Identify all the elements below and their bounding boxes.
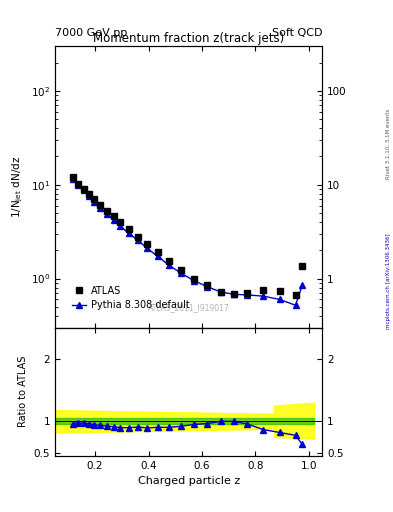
Legend: ATLAS, Pythia 8.308 default: ATLAS, Pythia 8.308 default (68, 282, 194, 314)
Pythia 8.308 default (145, 245, 150, 251)
ATLAS (86, 191, 91, 198)
ATLAS (156, 249, 160, 255)
Pythia 8.308 default (105, 211, 110, 217)
ATLAS (232, 291, 237, 297)
Pythia 8.308 default (136, 238, 140, 244)
ATLAS (300, 263, 305, 269)
Title: Momentum fraction z(track jets): Momentum fraction z(track jets) (93, 32, 284, 45)
ATLAS (293, 292, 298, 298)
Text: ATLAS_2011_I919017: ATLAS_2011_I919017 (148, 304, 230, 312)
ATLAS (118, 219, 123, 225)
Pythia 8.308 default (118, 223, 123, 229)
Pythia 8.308 default (92, 199, 97, 205)
ATLAS (81, 186, 86, 192)
Pythia 8.308 default (192, 278, 196, 284)
Pythia 8.308 default (156, 253, 160, 260)
Pythia 8.308 default (245, 292, 250, 298)
Pythia 8.308 default (261, 293, 266, 299)
X-axis label: Charged particle z: Charged particle z (138, 476, 240, 486)
ATLAS (112, 214, 116, 220)
ATLAS (277, 288, 282, 294)
ATLAS (245, 290, 250, 296)
Y-axis label: 1/N$_\mathregular{jet}$ dN/dz: 1/N$_\mathregular{jet}$ dN/dz (11, 156, 25, 218)
Text: Rivet 3.1.10, 3.1M events: Rivet 3.1.10, 3.1M events (386, 108, 391, 179)
ATLAS (178, 266, 183, 272)
Pythia 8.308 default (166, 262, 171, 268)
ATLAS (92, 196, 97, 202)
ATLAS (105, 207, 110, 214)
Pythia 8.308 default (205, 284, 210, 290)
Pythia 8.308 default (112, 217, 116, 223)
ATLAS (166, 258, 171, 264)
Pythia 8.308 default (293, 302, 298, 308)
ATLAS (261, 287, 266, 293)
Line: Pythia 8.308 default: Pythia 8.308 default (70, 176, 305, 308)
ATLAS (126, 226, 131, 232)
ATLAS (219, 289, 223, 295)
Pythia 8.308 default (71, 176, 75, 182)
ATLAS (192, 275, 196, 282)
Text: 7000 GeV pp: 7000 GeV pp (55, 28, 127, 38)
Pythia 8.308 default (81, 187, 86, 194)
ATLAS (136, 233, 140, 240)
Pythia 8.308 default (76, 182, 81, 188)
ATLAS (145, 241, 150, 247)
Text: mcplots.cern.ch [arXiv:1306.3436]: mcplots.cern.ch [arXiv:1306.3436] (386, 234, 391, 329)
Pythia 8.308 default (300, 282, 305, 288)
Line: ATLAS: ATLAS (70, 174, 305, 298)
ATLAS (76, 181, 81, 187)
Pythia 8.308 default (277, 296, 282, 303)
Pythia 8.308 default (86, 193, 91, 199)
Pythia 8.308 default (126, 230, 131, 236)
ATLAS (71, 174, 75, 180)
Pythia 8.308 default (178, 270, 183, 276)
Pythia 8.308 default (98, 205, 103, 211)
Text: Soft QCD: Soft QCD (272, 28, 322, 38)
Pythia 8.308 default (232, 291, 237, 297)
Y-axis label: Ratio to ATLAS: Ratio to ATLAS (18, 356, 28, 428)
ATLAS (205, 282, 210, 288)
ATLAS (98, 202, 103, 208)
Pythia 8.308 default (219, 289, 223, 295)
